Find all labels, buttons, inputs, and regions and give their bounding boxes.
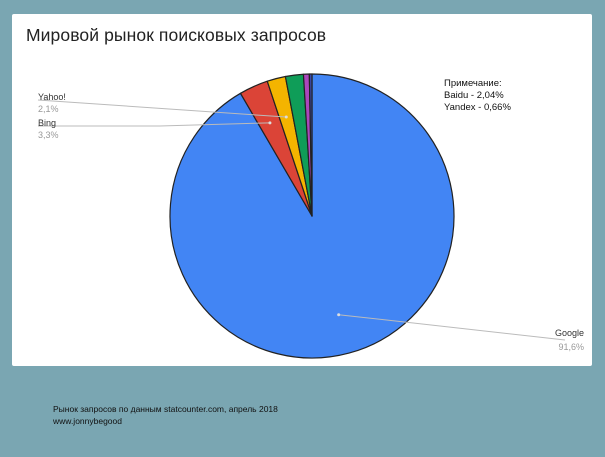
leader-line-yahoo xyxy=(37,99,287,118)
note-line-baidu: Baidu - 2,04% xyxy=(444,90,504,101)
chart-note: Примечание: Baidu - 2,04% Yandex - 0,66% xyxy=(444,78,511,114)
leader-line-bing xyxy=(38,122,270,127)
label-google-value: 91,6% xyxy=(558,342,584,352)
footer-source: Рынок запросов по данным statcounter.com… xyxy=(53,404,278,414)
note-heading: Примечание: xyxy=(444,78,502,89)
label-bing-value: 3,3% xyxy=(38,130,59,140)
note-line-yandex: Yandex - 0,66% xyxy=(444,102,511,113)
leader-dot-yahoo xyxy=(284,115,288,119)
leader-line-google xyxy=(338,314,566,341)
label-google-name: Google xyxy=(554,328,584,338)
footer-site: www.jonnybegood xyxy=(53,416,122,426)
pie-slice-other xyxy=(308,73,313,217)
label-yahoo-value: 2,1% xyxy=(38,104,59,114)
footer: Рынок запросов по данным statcounter.com… xyxy=(53,403,278,427)
chart-title: Мировой рынок поисковых запросов xyxy=(26,25,327,45)
leader-dot-google xyxy=(337,313,341,317)
leader-dot-bing xyxy=(268,121,272,125)
label-bing-name: Bing xyxy=(38,118,57,128)
label-yahoo-name: Yahoo! xyxy=(38,92,66,102)
